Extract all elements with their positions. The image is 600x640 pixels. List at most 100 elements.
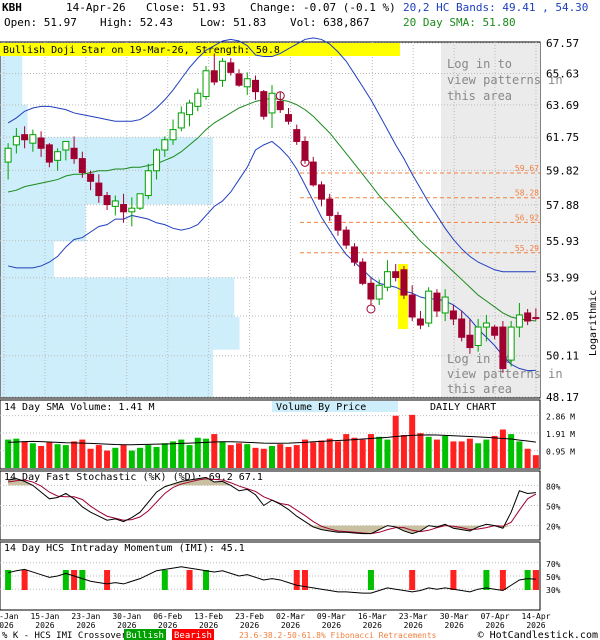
volume-bar xyxy=(227,445,234,468)
candle-body xyxy=(186,102,194,116)
vbp-bar xyxy=(1,241,54,278)
volume-bar xyxy=(244,444,251,468)
open-value: Open: 51.97 xyxy=(4,16,77,29)
candle-body xyxy=(260,91,268,117)
price-tick-label: 65.63 xyxy=(546,67,579,80)
price-tick-label: 52.05 xyxy=(546,310,579,323)
candle-body xyxy=(458,318,466,338)
price-tick-label: 48.17 xyxy=(546,391,579,404)
crossover-signal xyxy=(71,570,78,590)
vbp-bar xyxy=(1,43,23,105)
pattern-banner-text: Bullish Doji Star on 19-Mar-26, Strength… xyxy=(3,45,280,56)
volume-bar xyxy=(334,441,341,468)
candle-body xyxy=(120,204,128,213)
symbol: KBH xyxy=(2,1,22,14)
vbp-bar xyxy=(1,277,235,317)
vbp-label-bg xyxy=(272,401,398,412)
x-tick-label: 2026 xyxy=(322,621,341,630)
x-tick-label: 2026 xyxy=(35,621,54,630)
volume-bar xyxy=(5,439,12,468)
candle-body xyxy=(375,284,383,300)
volume-bar xyxy=(29,443,36,468)
volume-bar xyxy=(516,441,523,468)
crossover-signal xyxy=(21,570,28,590)
volume-bar xyxy=(277,444,284,468)
login-note: Log in to xyxy=(447,352,512,366)
candle-body xyxy=(70,147,78,160)
volume-bar xyxy=(318,440,325,468)
x-tick-label: 2026 xyxy=(404,621,423,630)
candle-body xyxy=(309,161,317,186)
candle-body xyxy=(169,129,177,141)
candle-body xyxy=(276,100,284,111)
change-value: Change: -0.07 (-0.1 %) xyxy=(250,1,396,14)
volume-bar xyxy=(186,445,193,468)
candle-body xyxy=(408,294,416,318)
x-tick-label: 2026 xyxy=(0,621,14,630)
volume-bar xyxy=(417,433,424,468)
volume-bar xyxy=(524,448,531,468)
candle-body xyxy=(4,147,12,163)
copyright: © HotCandlestick.com xyxy=(478,630,598,640)
x-tick-label: 2026 xyxy=(158,621,177,630)
volume-bar xyxy=(343,434,350,468)
upper-band xyxy=(7,37,536,273)
volume-bar xyxy=(260,448,267,468)
x-tick-label: 2026 xyxy=(445,621,464,630)
x-tick-label: 2026 xyxy=(363,621,382,630)
crossover-signal xyxy=(524,570,531,590)
x-tick-label: 02-Mar xyxy=(276,612,305,621)
crossover-signal xyxy=(161,570,168,590)
volume-bar xyxy=(532,455,539,468)
candle-body xyxy=(474,326,482,347)
volume-title: 14 Day SMA Volume: 1.41 M xyxy=(4,402,155,413)
candle-body xyxy=(111,200,119,207)
crossover-signal xyxy=(203,570,210,590)
high-value: High: 52.43 xyxy=(100,16,173,29)
fib-legend: 23.6-38.2-50-61.8% Fibonacci Retracement… xyxy=(239,631,437,640)
x-tick-label: 14-Apr xyxy=(522,612,551,621)
x-tick-label: 09-Jan xyxy=(0,612,19,621)
x-tick-label: 2026 xyxy=(240,621,259,630)
x-tick-label: 07-Apr xyxy=(481,612,510,621)
volume-bar xyxy=(46,442,53,468)
fib-label: 55.29 xyxy=(515,244,539,253)
volume-bar xyxy=(87,448,94,468)
crossover-signal xyxy=(5,570,12,590)
volume-bar xyxy=(450,441,457,468)
fib-label: 56.92 xyxy=(515,213,539,222)
stochastic-tick-label: 20% xyxy=(546,523,561,532)
volume-sma-line xyxy=(8,434,536,446)
login-note: this area xyxy=(447,382,512,396)
volume-bar xyxy=(285,446,292,468)
stochastic-k-line xyxy=(8,476,536,535)
volume-bar xyxy=(120,445,127,468)
stochastic-tick-label: 50% xyxy=(546,503,561,512)
candle-body xyxy=(515,314,523,328)
vbp-bar xyxy=(1,316,240,350)
low-value: Low: 51.83 xyxy=(200,16,267,29)
candle-body xyxy=(144,170,152,197)
price-tick-label: 57.88 xyxy=(546,199,579,212)
volume-bar xyxy=(170,441,177,468)
candle-body xyxy=(29,134,37,144)
volume-by-price-label: Volume By Price xyxy=(276,402,366,413)
candle-body xyxy=(78,158,86,174)
candle-body xyxy=(342,229,350,246)
candle-body xyxy=(21,134,29,141)
candle-body xyxy=(416,318,424,326)
candle-body xyxy=(507,326,515,361)
volume-bar xyxy=(128,450,135,468)
volume-bar xyxy=(376,436,383,468)
price-tick-label: 59.82 xyxy=(546,164,579,177)
volume-bar xyxy=(508,434,515,468)
x-tick-label: 2026 xyxy=(117,621,136,630)
candle-body xyxy=(383,271,391,288)
candle-body xyxy=(301,140,309,161)
sma-value: 20 Day SMA: 51.80 xyxy=(403,16,516,29)
imi-title: 14 Day HCS Intraday Momentum (IMI): 45.1 xyxy=(4,543,245,554)
x-tick-label: 23-Feb xyxy=(235,612,264,621)
candle-body xyxy=(392,271,400,278)
candle-body xyxy=(359,261,367,284)
volume-bar xyxy=(194,437,201,468)
